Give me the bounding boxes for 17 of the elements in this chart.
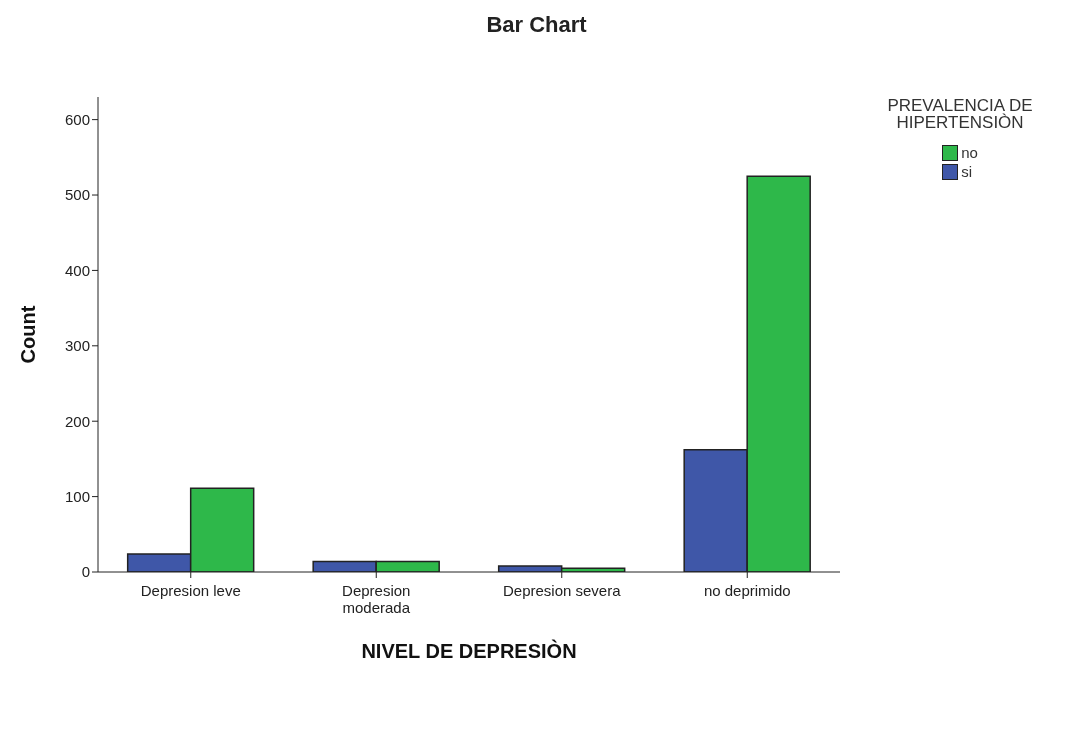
x-tick-label: Depresion leve <box>140 582 241 599</box>
y-tick-label: 500 <box>64 186 90 204</box>
y-tick-label: 200 <box>64 412 90 430</box>
y-tick-label: 0 <box>81 563 90 581</box>
y-tick-label: 300 <box>64 337 90 355</box>
x-tick-label: Depresion severa <box>502 582 622 599</box>
x-tick-label: Depresion moderada <box>342 582 411 616</box>
y-tick-label: 400 <box>64 261 90 279</box>
legend-title: PREVALENCIA DE HIPERTENSIÒN <box>886 96 1034 132</box>
x-axis-title: NIVEL DE DEPRESIÒN <box>361 639 577 663</box>
y-tick-label: 100 <box>64 487 90 505</box>
y-tick-label: 600 <box>64 110 90 128</box>
legend-label: si <box>961 162 972 181</box>
x-tick-label: no deprimido <box>703 582 791 599</box>
legend-label: no <box>961 143 978 162</box>
chart-title: Bar Chart <box>485 12 588 39</box>
y-axis-title: Count <box>17 305 40 364</box>
